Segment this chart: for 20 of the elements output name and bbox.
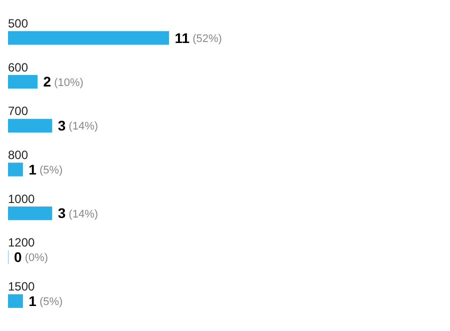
y-tick-label: 1200 <box>8 236 36 250</box>
bar <box>8 31 170 45</box>
data-label: 1 (5%) <box>28 161 63 178</box>
bar <box>8 74 38 89</box>
bar <box>8 162 23 176</box>
bar <box>8 294 23 308</box>
bar <box>8 206 52 220</box>
y-tick-label: 600 <box>8 60 28 74</box>
y-tick-label: 700 <box>8 104 28 118</box>
data-label: 11 (52%) <box>174 30 222 46</box>
data-label: 1 (5%) <box>28 292 63 309</box>
y-tick-label: 500 <box>8 16 28 30</box>
data-label: 3 (14%) <box>58 205 98 222</box>
data-label: 0 (0%) <box>14 249 48 266</box>
data-label: 2 (10%) <box>43 74 84 90</box>
y-tick-label: 1500 <box>8 280 36 294</box>
y-tick-label: 1000 <box>8 192 36 206</box>
data-label: 3 (14%) <box>58 118 98 134</box>
bar <box>8 118 52 132</box>
y-tick-label: 800 <box>8 148 28 162</box>
